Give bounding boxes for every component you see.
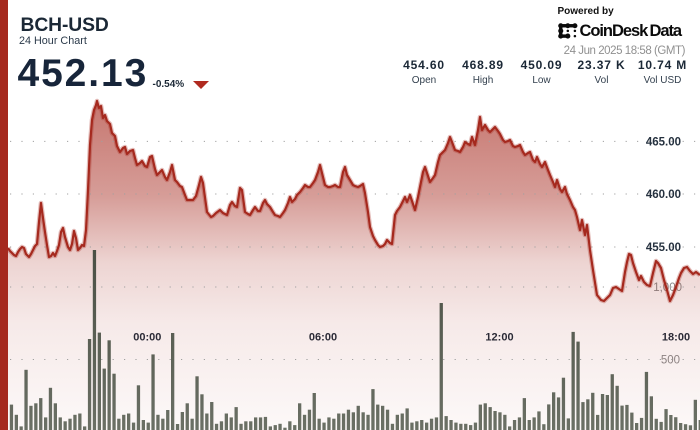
svg-text:455.00: 455.00 xyxy=(646,242,681,254)
svg-text:465.00: 465.00 xyxy=(646,136,681,148)
svg-text:460.00: 460.00 xyxy=(646,189,681,201)
